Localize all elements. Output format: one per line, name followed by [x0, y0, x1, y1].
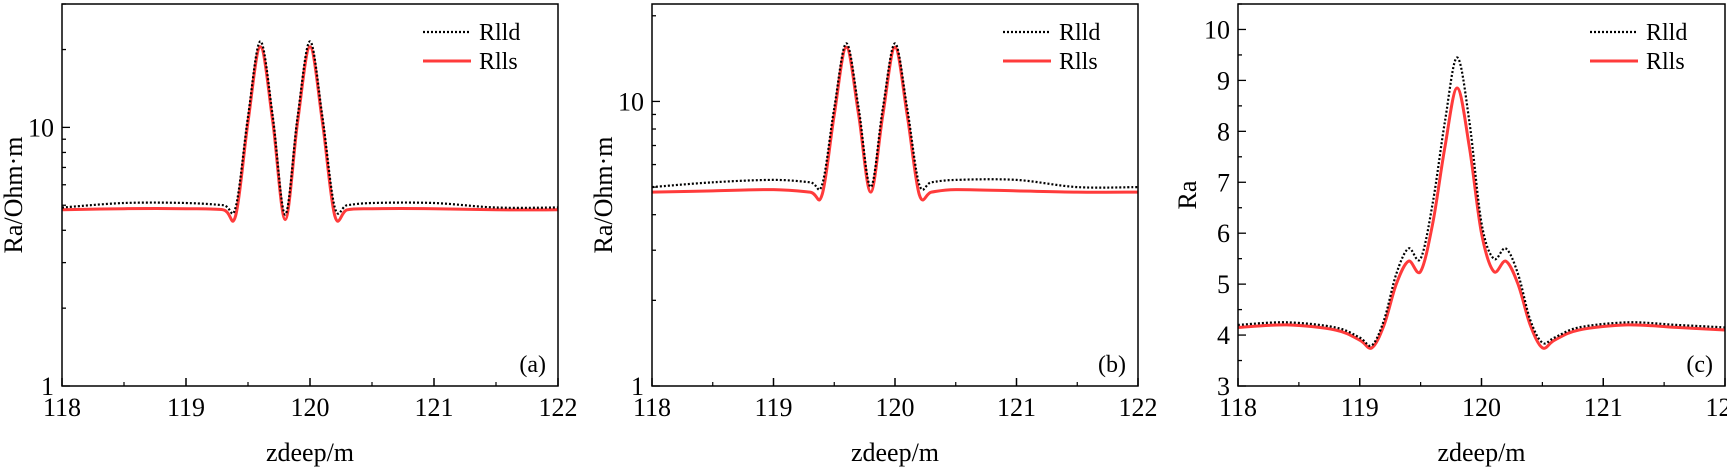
y-axis-title: Ra/Ohm·m	[589, 137, 618, 254]
y-tick-label: 1	[41, 372, 54, 401]
series-line-rlls	[1237, 86, 1726, 350]
x-tick-label: 119	[167, 393, 205, 422]
x-axis-title: zdeep/m	[851, 438, 939, 467]
series-line-rlld	[61, 40, 559, 216]
x-tick-label: 122	[1119, 393, 1158, 422]
y-tick-label: 3	[1217, 372, 1230, 401]
chart-panel-2: 118 119 120 121 122 1 10 zdeep/m Ra/Ohm·m (b) Rlld…	[589, 3, 1158, 467]
legend-label-rlld: Rlld	[479, 20, 520, 46]
y-tick-label: 10	[1204, 15, 1230, 44]
y-tick-label: 7	[1217, 168, 1230, 197]
panel-label: (c)	[1686, 352, 1713, 378]
x-tick-label: 118	[43, 393, 81, 422]
x-tick-label: 121	[1584, 393, 1623, 422]
x-tick-label: 120	[876, 393, 915, 422]
series-line-rlld	[651, 42, 1139, 191]
chart-panel-1: 118 119 120 121 122 1 10 zdeep/m Ra/Ohm·m (a) Rlld…	[0, 3, 578, 467]
legend-label-rlls: Rlls	[1646, 49, 1685, 75]
legend-label-rlld: Rlld	[1059, 20, 1100, 46]
x-tick-label: 122	[1706, 393, 1727, 422]
x-tick-label: 118	[633, 393, 671, 422]
x-tick-label: 119	[754, 393, 792, 422]
legend-label-rlls: Rlls	[479, 49, 518, 75]
x-tick-label: 118	[1219, 393, 1257, 422]
x-axis-title: zdeep/m	[1437, 438, 1525, 467]
x-tick-label: 121	[997, 393, 1036, 422]
y-tick-label: 6	[1217, 219, 1230, 248]
x-tick-label: 120	[1462, 393, 1501, 422]
x-axis-title: zdeep/m	[266, 438, 354, 467]
legend-label-rlls: Rlls	[1059, 49, 1098, 75]
legend: Rlld Rlls	[1590, 20, 1687, 75]
y-tick-label: 1	[631, 372, 644, 401]
x-tick-label: 120	[291, 393, 330, 422]
series-line-rlls	[651, 45, 1139, 202]
y-tick-label: 5	[1217, 270, 1230, 299]
y-tick-label: 10	[28, 113, 54, 142]
y-axis-title: Ra/Ohm·m	[0, 137, 28, 254]
y-tick-label: 4	[1217, 321, 1230, 350]
panel-label: (a)	[519, 352, 546, 378]
y-tick-label: 10	[618, 87, 644, 116]
x-tick-label: 121	[415, 393, 454, 422]
legend-label-rlld: Rlld	[1646, 20, 1687, 46]
x-tick-label: 119	[1341, 393, 1379, 422]
chart-panel-3: 118 119 120 121 122 3 4 5 6 7 8 9 10 zdeep/m Ra (c) Rlld…	[1173, 3, 1727, 467]
series-line-rlld	[1237, 56, 1726, 348]
legend: Rlld Rlls	[1003, 20, 1100, 75]
legend: Rlld Rlls	[423, 20, 520, 75]
y-axis-title: Ra	[1173, 180, 1202, 209]
y-tick-label: 9	[1217, 66, 1230, 95]
panel-label: (b)	[1098, 352, 1126, 378]
y-tick-label: 8	[1217, 117, 1230, 146]
x-tick-label: 122	[539, 393, 578, 422]
series-line-rlls	[61, 45, 559, 223]
